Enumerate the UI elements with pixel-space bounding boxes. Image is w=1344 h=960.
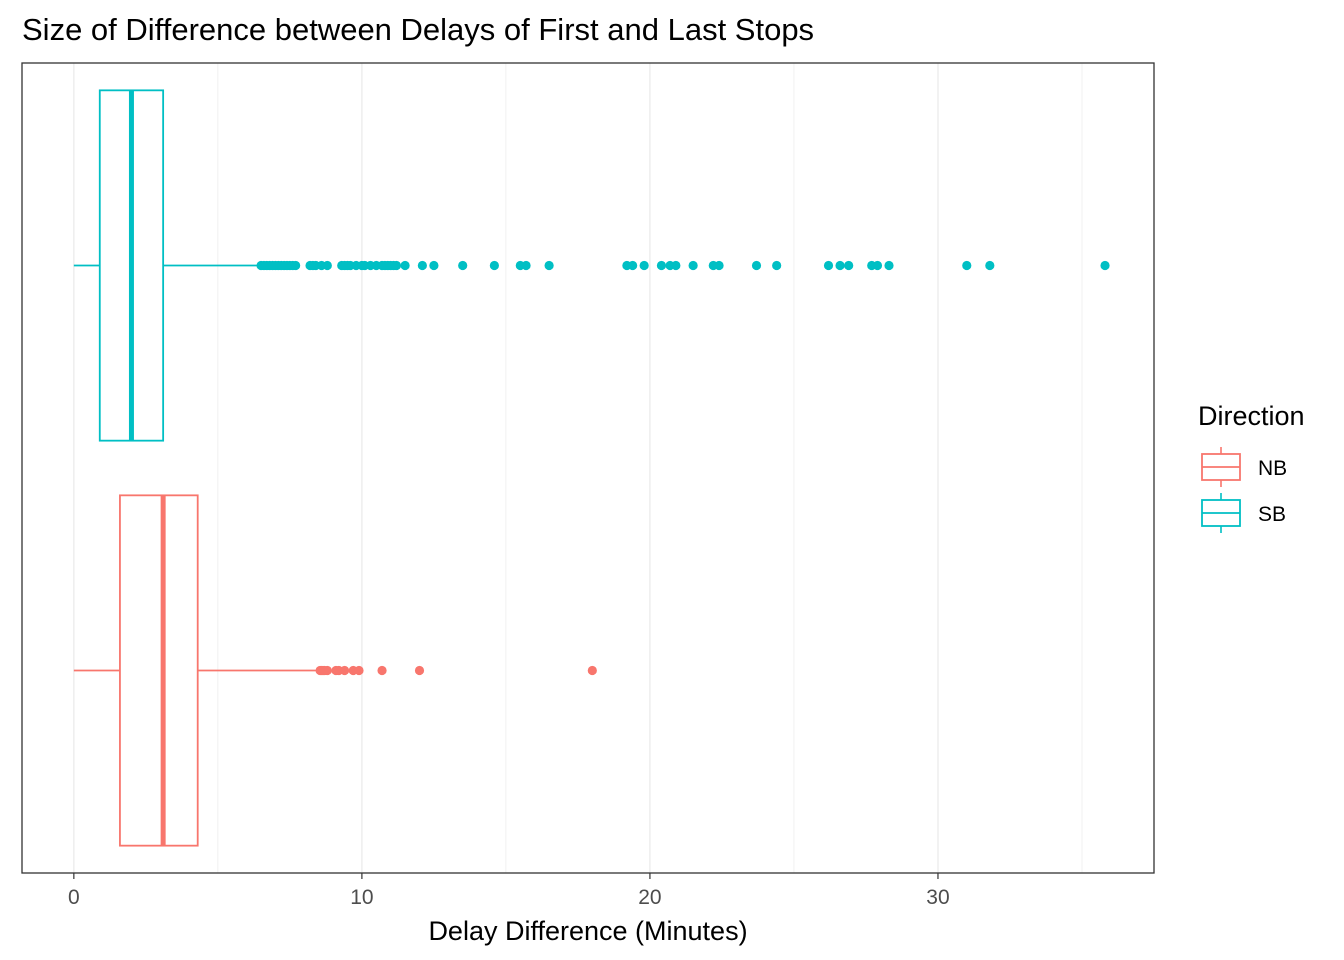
- legend-title: Direction: [1198, 401, 1305, 431]
- x-tick-label: 20: [638, 886, 661, 909]
- x-tick-label: 30: [926, 886, 949, 909]
- outlier-point: [844, 260, 854, 271]
- outlier-point: [835, 260, 845, 271]
- outlier-point: [489, 260, 499, 271]
- legend: Direction NB SB: [1198, 401, 1305, 533]
- plot-background: [22, 63, 1154, 873]
- outlier-point: [656, 260, 667, 271]
- outlier-point: [671, 260, 681, 271]
- outlier-point: [985, 260, 995, 271]
- outlier-point: [391, 260, 402, 271]
- outlier-point: [751, 260, 762, 271]
- outlier-point: [688, 260, 698, 271]
- boxplots: [73, 89, 1110, 847]
- outlier-point: [1100, 260, 1110, 271]
- outlier-point: [322, 260, 332, 271]
- plot-panel: [21, 62, 1155, 874]
- x-axis: 0 10 20 30: [68, 873, 950, 909]
- outlier-point: [291, 260, 301, 271]
- boxplot-sb: [73, 89, 1110, 442]
- outlier-point: [429, 260, 439, 271]
- chart-title: Size of Difference between Delays of Fir…: [22, 12, 814, 47]
- outlier-point: [823, 260, 834, 271]
- box: [119, 494, 199, 847]
- outlier-point: [872, 260, 883, 271]
- x-tick-label: 0: [68, 886, 80, 909]
- outlier-point: [714, 260, 724, 271]
- outlier-point: [322, 665, 332, 676]
- outlier-point: [400, 260, 410, 271]
- legend-item-nb: NB: [1201, 447, 1287, 487]
- gridlines: [73, 63, 1083, 873]
- outlier-point: [377, 665, 387, 676]
- outlier-point: [772, 260, 782, 271]
- outlier-point: [544, 260, 554, 271]
- outlier-point: [628, 260, 638, 271]
- outlier-point: [884, 260, 894, 271]
- x-tick-label: 10: [350, 886, 373, 909]
- outlier-point: [587, 665, 597, 676]
- boxplot-nb: [73, 494, 597, 847]
- outlier-point: [414, 665, 425, 676]
- outlier-point: [458, 260, 468, 271]
- outlier-point: [417, 260, 427, 271]
- outlier-point: [340, 665, 350, 676]
- outlier-point: [962, 260, 972, 271]
- outlier-point: [521, 260, 531, 271]
- legend-item-sb: SB: [1201, 493, 1286, 533]
- outlier-point: [354, 665, 364, 676]
- legend-label: NB: [1258, 457, 1287, 480]
- legend-label: SB: [1258, 503, 1286, 526]
- x-axis-title: Delay Difference (Minutes): [428, 916, 747, 946]
- outlier-point: [639, 260, 649, 271]
- plot-border: [21, 62, 1155, 874]
